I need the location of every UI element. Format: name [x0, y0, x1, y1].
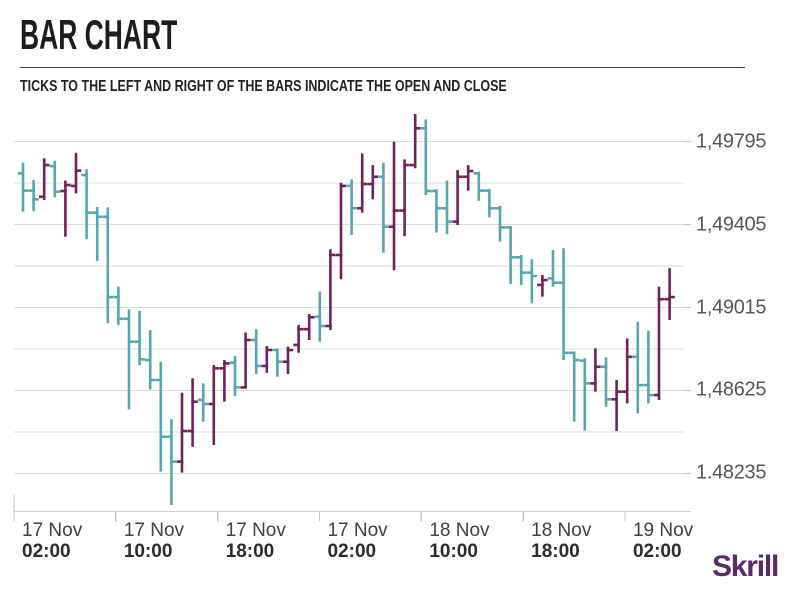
ohlc-bar [431, 189, 442, 233]
ohlc-bar [219, 360, 230, 402]
x-axis-label-time: 18:00 [225, 541, 275, 562]
ohlc-bar [208, 365, 219, 446]
x-axis-label-date: 17 Nov [22, 520, 83, 541]
x-axis-label-date: 18 Nov [531, 520, 592, 541]
x-axis-label-time: 10:00 [123, 541, 173, 562]
ohlc-bar [569, 351, 580, 422]
ohlc-bar [229, 355, 241, 397]
ohlc-bar [251, 329, 262, 375]
ohlc-bar [335, 182, 347, 280]
ohlc-bar [293, 324, 304, 353]
ohlc-bar [611, 379, 622, 431]
ohlc-bar [590, 348, 601, 392]
ohlc-bar [304, 314, 315, 341]
ohlc-bar [367, 165, 378, 200]
x-axis-label: 17 Nov 18:00 [226, 520, 286, 562]
ohlc-bar [134, 310, 145, 366]
ohlc-bar [123, 309, 135, 410]
ohlc-bar [653, 286, 665, 400]
x-axis-label-date: 18 Nov [429, 520, 490, 541]
ohlc-bar [113, 286, 124, 325]
ohlc-bar [325, 249, 336, 331]
ohlc-bar [346, 179, 357, 236]
x-axis-label-time: 02:00 [632, 541, 682, 562]
ohlc-bar [600, 357, 612, 407]
ohlc-bar [187, 378, 198, 447]
ohlc-bar [378, 162, 389, 253]
ohlc-bar [28, 179, 39, 211]
ohlc-bar [579, 358, 590, 431]
ohlc-bar [282, 346, 294, 375]
ohlc-bar [261, 345, 272, 373]
chart-subtitle: TICKS TO THE LEFT AND RIGHT OF THE BARS … [20, 78, 507, 95]
x-axis-label: 17 Nov 02:00 [327, 520, 387, 562]
x-axis-label: 17 Nov 10:00 [124, 520, 184, 562]
ohlc-bar [494, 205, 506, 242]
ohlc-bar [537, 274, 548, 297]
ohlc-bar [92, 206, 103, 261]
x-axis-label-date: 19 Nov [632, 520, 694, 541]
ohlc-bar [314, 291, 325, 342]
ohlc-bar [632, 321, 643, 414]
x-axis-label: 18 Nov 18:00 [531, 520, 591, 562]
ohlc-bar [399, 159, 410, 237]
x-axis-label-time: 02:00 [22, 541, 71, 562]
x-axis-label-time: 02:00 [327, 541, 377, 562]
ohlc-bar [145, 330, 156, 390]
ohlc-bar [49, 160, 60, 198]
page-title: BAR CHART [20, 11, 178, 58]
x-axis-label-date: 17 Nov [123, 520, 185, 541]
ohlc-bar [102, 207, 113, 324]
ohlc-bar [484, 189, 495, 218]
ohlc-bar [60, 180, 71, 237]
ohlc-bar [198, 383, 209, 422]
x-axis-label-date: 17 Nov [225, 520, 286, 541]
x-axis-label: 18 Nov 10:00 [429, 520, 489, 562]
y-axis-label: 1,48625 [696, 378, 767, 401]
y-axis-label: 1,49015 [696, 296, 767, 318]
x-axis-label-time: 18:00 [531, 541, 580, 562]
ohlc-bar [505, 226, 516, 285]
y-axis-label: 1,49405 [696, 213, 767, 236]
ohlc-bar [70, 152, 82, 194]
ohlc-bar [272, 348, 283, 377]
ohlc-bar [166, 419, 177, 505]
x-axis-label-date: 17 Nov [327, 520, 388, 541]
ohlc-bar [526, 259, 537, 304]
ohlc-bar [388, 141, 400, 271]
x-axis-label-time: 10:00 [429, 541, 478, 562]
ohlc-bar [473, 171, 484, 201]
x-axis-label: 19 Nov 02:00 [633, 520, 693, 562]
ohlc-bar [664, 268, 675, 321]
ohlc-bar [176, 392, 188, 473]
ohlc-bar [410, 114, 421, 169]
y-axis-label: 1.48235 [696, 461, 767, 484]
ohlc-bar [441, 180, 453, 234]
ohlc-bar [558, 248, 569, 361]
ohlc-bar [463, 165, 474, 191]
ohlc-bar [643, 330, 654, 404]
x-axis-label: 17 Nov 02:00 [22, 520, 82, 562]
ohlc-bar [516, 254, 527, 285]
ohlc-bar [39, 158, 50, 200]
ohlc-bar [240, 332, 251, 389]
ohlc-bar [547, 250, 559, 287]
ohlc-bar [622, 338, 633, 404]
skrill-logo: Skrill [712, 550, 779, 583]
ohlc-bar [155, 361, 166, 472]
ohlc-bar [17, 162, 29, 212]
ohlc-bar [452, 169, 463, 226]
y-axis-label: 1,49795 [696, 130, 767, 153]
ohlc-bar [357, 153, 368, 213]
ohlc-bar [81, 169, 92, 240]
ohlc-bar [420, 119, 431, 196]
title-divider [20, 67, 745, 68]
